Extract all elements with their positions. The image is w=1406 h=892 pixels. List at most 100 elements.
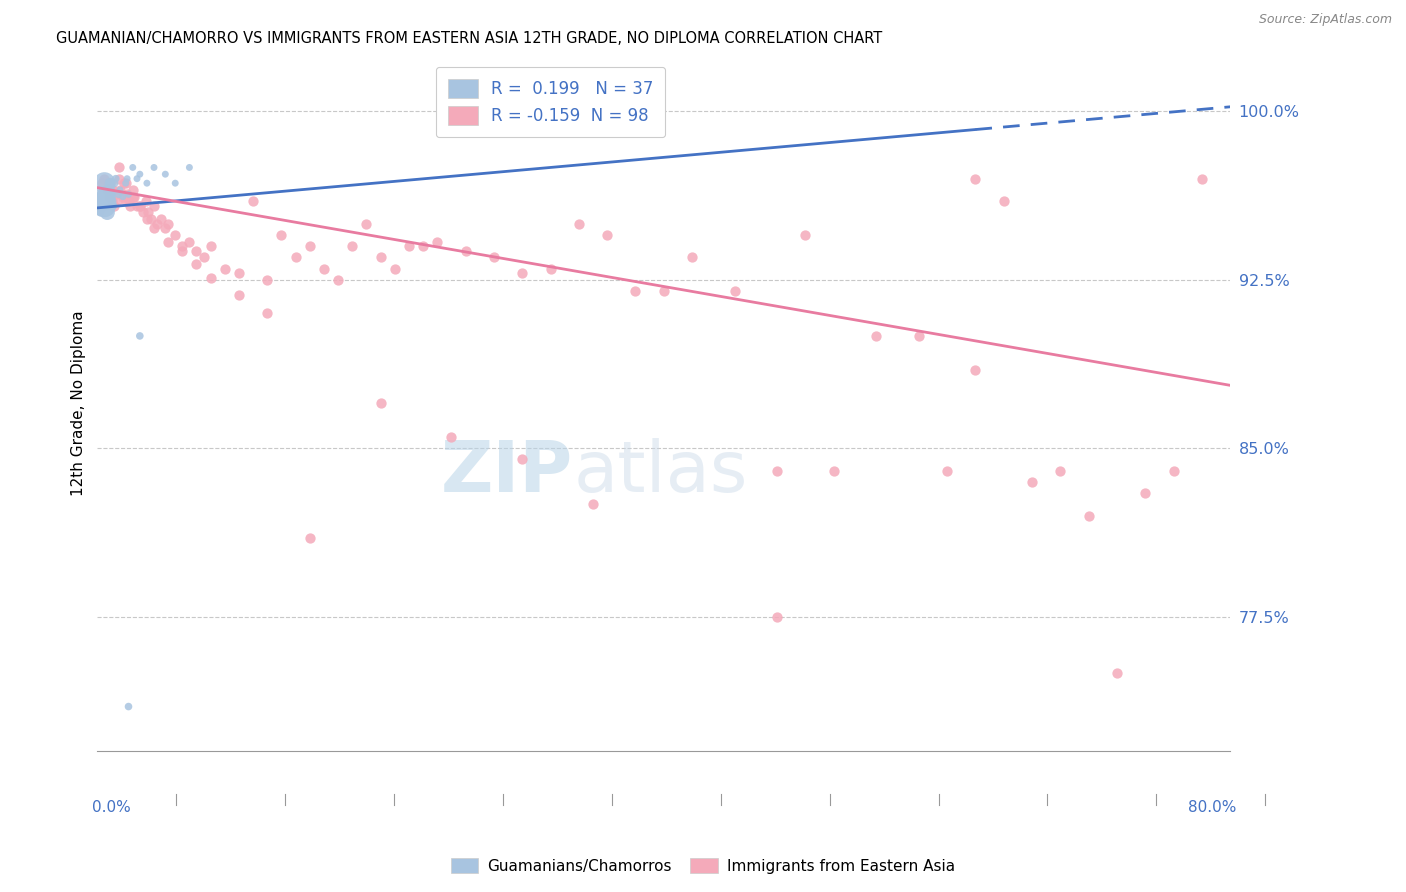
Y-axis label: 12th Grade, No Diploma: 12th Grade, No Diploma [72, 310, 86, 496]
Point [101, 199, 124, 213]
Legend: Guamanians/Chamorros, Immigrants from Eastern Asia: Guamanians/Chamorros, Immigrants from Ea… [444, 852, 962, 880]
Point [157, 235, 180, 249]
Point [103, 176, 125, 190]
Point [100, 187, 122, 202]
Point [104, 171, 127, 186]
Point [681, 250, 703, 264]
Point [723, 284, 745, 298]
Point [96, 205, 118, 219]
Point [94, 189, 117, 203]
Point [90, 176, 112, 190]
Point [256, 273, 278, 287]
Point [312, 261, 335, 276]
Point [97, 189, 120, 203]
Point [186, 244, 208, 258]
Point [93, 171, 115, 186]
Point [1077, 508, 1099, 523]
Point [652, 284, 675, 298]
Point [596, 227, 619, 242]
Point [624, 284, 647, 298]
Point [105, 194, 128, 209]
Point [93, 199, 115, 213]
Point [134, 194, 156, 209]
Point [193, 250, 215, 264]
Point [172, 244, 194, 258]
Point [342, 239, 364, 253]
Point [356, 217, 378, 231]
Point [108, 183, 131, 197]
Point [1163, 464, 1185, 478]
Point [114, 176, 136, 190]
Point [93, 176, 115, 190]
Point [482, 250, 505, 264]
Point [155, 167, 177, 181]
Point [200, 239, 222, 253]
Point [118, 199, 141, 213]
Text: ZIP: ZIP [441, 439, 574, 508]
Point [766, 609, 789, 624]
Point [582, 497, 605, 511]
Point [370, 250, 392, 264]
Point [1105, 665, 1128, 680]
Point [122, 189, 145, 203]
Point [117, 699, 139, 714]
Point [136, 205, 159, 219]
Point [412, 239, 434, 253]
Point [125, 199, 148, 213]
Point [214, 261, 236, 276]
Point [128, 167, 150, 181]
Point [91, 183, 114, 197]
Point [157, 217, 180, 231]
Point [823, 464, 845, 478]
Point [114, 194, 136, 209]
Point [89, 205, 111, 219]
Point [298, 531, 321, 545]
Point [98, 176, 121, 190]
Point [114, 176, 136, 190]
Point [91, 194, 114, 209]
Point [125, 171, 148, 186]
Point [141, 212, 163, 227]
Point [298, 239, 321, 253]
Point [111, 189, 134, 203]
Point [165, 227, 187, 242]
Point [200, 270, 222, 285]
Point [143, 221, 166, 235]
Point [766, 464, 789, 478]
Point [90, 201, 112, 215]
Point [179, 161, 201, 175]
Point [228, 288, 250, 302]
Point [179, 235, 201, 249]
Point [94, 194, 117, 209]
Point [398, 239, 420, 253]
Point [107, 161, 129, 175]
Point [115, 187, 138, 202]
Point [135, 212, 157, 227]
Point [143, 199, 166, 213]
Point [128, 329, 150, 343]
Point [384, 261, 406, 276]
Point [454, 244, 477, 258]
Point [568, 217, 591, 231]
Point [172, 239, 194, 253]
Point [135, 176, 157, 190]
Point [143, 161, 166, 175]
Text: Source: ZipAtlas.com: Source: ZipAtlas.com [1258, 13, 1392, 27]
Text: atlas: atlas [574, 439, 748, 508]
Point [108, 183, 131, 197]
Text: GUAMANIAN/CHAMORRO VS IMMIGRANTS FROM EASTERN ASIA 12TH GRADE, NO DIPLOMA CORREL: GUAMANIAN/CHAMORRO VS IMMIGRANTS FROM EA… [56, 31, 883, 46]
Point [104, 187, 127, 202]
Point [794, 227, 817, 242]
Point [100, 194, 122, 209]
Point [1049, 464, 1071, 478]
Point [100, 194, 122, 209]
Point [965, 171, 987, 186]
Point [1021, 475, 1043, 489]
Point [993, 194, 1015, 209]
Point [115, 171, 138, 186]
Point [117, 187, 139, 202]
Point [146, 217, 169, 231]
Point [101, 183, 124, 197]
Point [97, 183, 120, 197]
Point [107, 171, 129, 186]
